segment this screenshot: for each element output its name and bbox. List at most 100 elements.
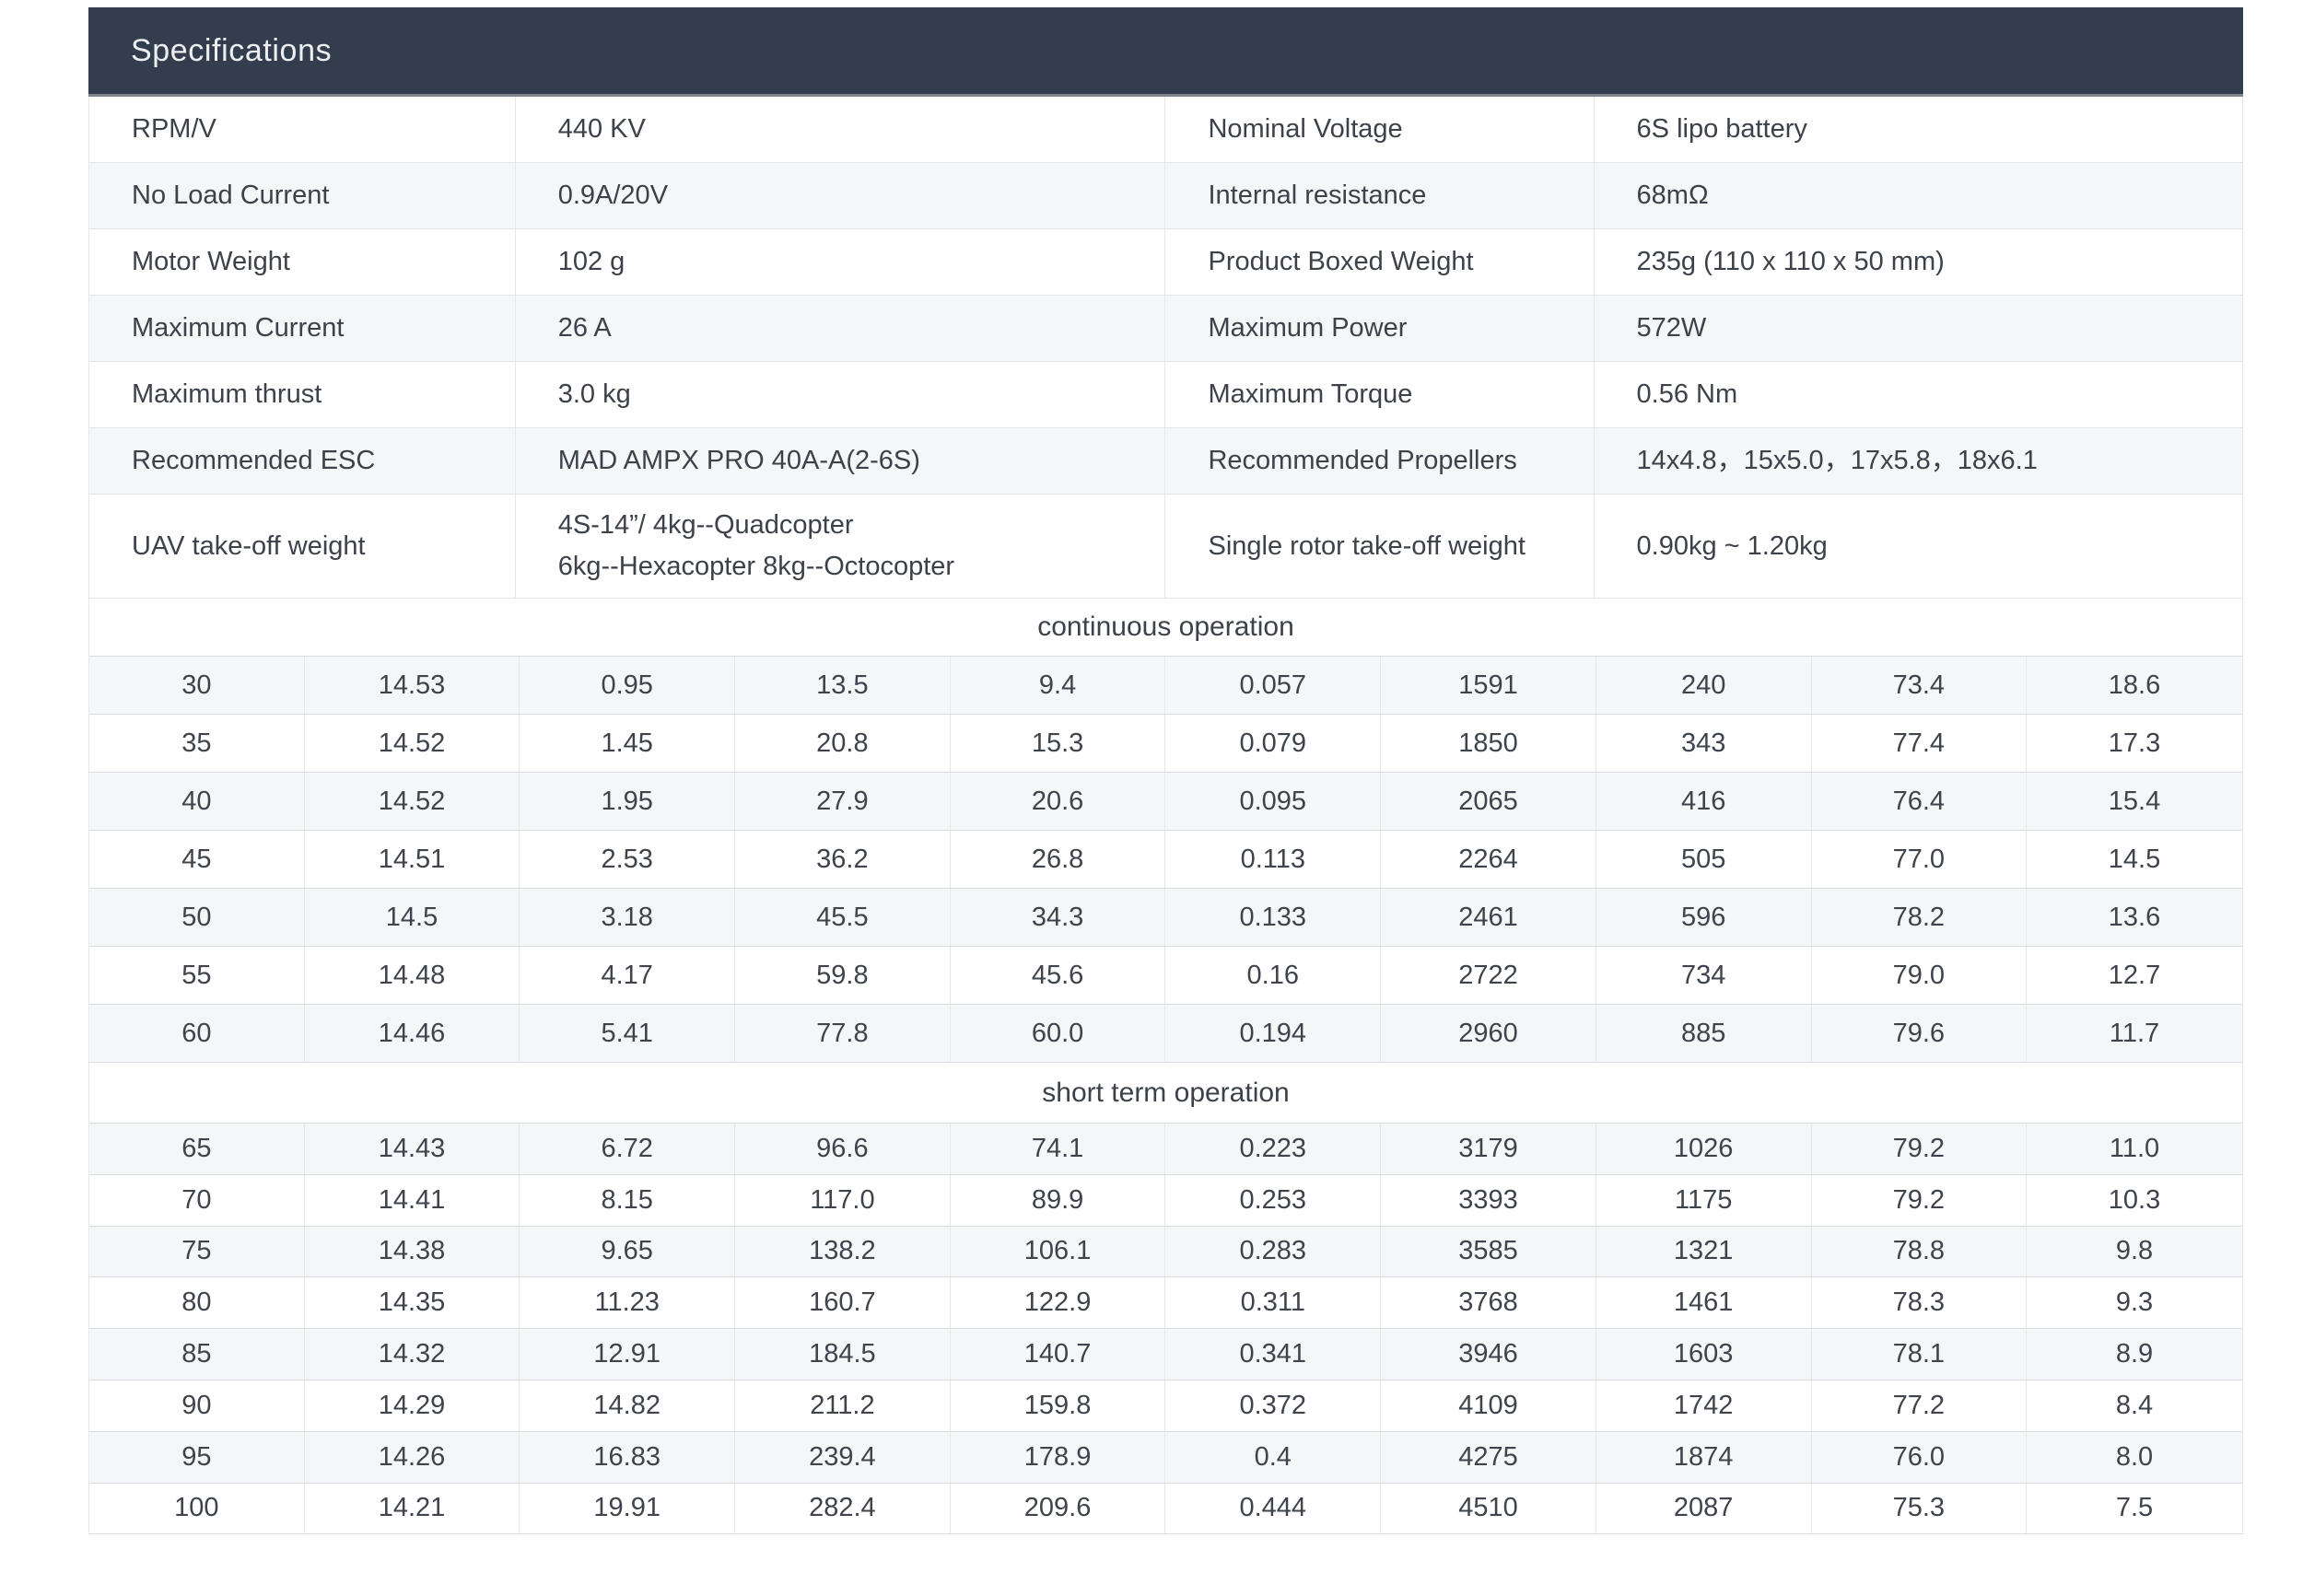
specifications-header-bar: Specifications xyxy=(88,7,2243,97)
table-cell: 77.4 xyxy=(1812,715,2028,772)
table-cell: 60 xyxy=(89,1005,305,1062)
table-cell: 7.5 xyxy=(2115,1493,2154,1523)
section-title-label: continuous operation xyxy=(1037,612,1294,642)
table-cell: 36.2 xyxy=(735,831,951,888)
spec-label: Nominal Voltage xyxy=(1165,97,1595,162)
table-cell: 117.0 xyxy=(735,1174,951,1226)
table-cell: 9.65 xyxy=(520,1226,736,1277)
spec-value: 0.9A/20V xyxy=(516,163,1166,228)
table-cell: 343 xyxy=(1596,715,1812,772)
table-cell: 26.8 xyxy=(951,831,1166,888)
table-cell: 140.7 xyxy=(951,1329,1166,1380)
table-cell: 14.38 xyxy=(305,1226,520,1277)
spec-value: 235g (110 x 110 x 50 mm) xyxy=(1636,247,1945,277)
table-cell: 0.444 xyxy=(1165,1483,1382,1534)
table-cell: 60.0 xyxy=(951,1005,1166,1062)
table-cell: 9.8 xyxy=(2115,1236,2154,1266)
spec-label: Single rotor take-off weight xyxy=(1165,495,1595,598)
table-cell: 14.5 xyxy=(305,889,520,946)
table-cell: 0.095 xyxy=(1165,773,1382,830)
table-cell: 9.4 xyxy=(951,657,1166,714)
table-row: 85 14.32 12.91 184.5 140.7 0.341 3946 1603 78.1 8… xyxy=(89,1329,2242,1380)
table-cell: 90 xyxy=(89,1380,305,1431)
table-cell: 178.9 xyxy=(951,1431,1166,1483)
section-title-label: short term operation xyxy=(1042,1077,1290,1108)
spec-value: 68mΩ xyxy=(1636,181,1709,211)
table-cell: 416 xyxy=(1596,773,1812,830)
table-cell: 78.2 xyxy=(1812,889,2028,946)
table-cell: 8.9 xyxy=(2115,1339,2154,1369)
table-cell: 20.8 xyxy=(735,715,951,772)
table-cell: 80 xyxy=(89,1277,305,1329)
table-cell: 159.8 xyxy=(951,1380,1166,1431)
table-cell: 885 xyxy=(1596,1005,1812,1062)
table-cell: 122.9 xyxy=(951,1277,1166,1329)
table-cell: 77.8 xyxy=(735,1005,951,1062)
table-cell: 14.82 xyxy=(520,1380,736,1431)
table-row: 65 14.43 6.72 96.6 74.1 0.223 3179 1026 79.2 11.0 xyxy=(89,1124,2242,1175)
table-cell: 14.43 xyxy=(305,1124,520,1174)
table-cell: 1.45 xyxy=(520,715,736,772)
spec-value: 4S-14”/ 4kg--Quadcopter 6kg--Hexacopter … xyxy=(516,495,1166,598)
table-cell: 0.113 xyxy=(1165,831,1382,888)
spec-row: RPM/V 440 KV Nominal Voltage 6S lipo batter… xyxy=(89,97,2242,163)
table-cell: 0.253 xyxy=(1165,1174,1382,1226)
table-cell: 8.4 xyxy=(2115,1390,2154,1420)
table-cell: 15.4 xyxy=(2108,786,2161,816)
table-cell: 95 xyxy=(89,1431,305,1483)
table-cell: 11.0 xyxy=(2109,1133,2160,1163)
table-cell: 12.7 xyxy=(2108,960,2161,990)
table-cell: 14.48 xyxy=(305,947,520,1004)
table-cell: 2.53 xyxy=(520,831,736,888)
table-row: 60 14.46 5.41 77.8 60.0 0.194 2960 885 79.6 11.7 xyxy=(89,1005,2242,1063)
table-cell: 15.3 xyxy=(951,715,1166,772)
table-cell: 1.95 xyxy=(520,773,736,830)
table-cell: 3768 xyxy=(1381,1277,1596,1329)
spec-label: Maximum Power xyxy=(1165,296,1595,361)
spec-value: 6S lipo battery xyxy=(1636,114,1807,145)
table-cell: 1026 xyxy=(1596,1124,1812,1174)
table-cell: 65 xyxy=(89,1124,305,1174)
table-cell: 78.1 xyxy=(1812,1329,2028,1380)
table-cell: 160.7 xyxy=(735,1277,951,1329)
table-row: 50 14.5 3.18 45.5 34.3 0.133 2461 596 78.2 13.6 xyxy=(89,889,2242,947)
table-cell: 77.2 xyxy=(1812,1380,2028,1431)
table-cell: 17.3 xyxy=(2108,728,2161,758)
spec-value: 572W xyxy=(1636,313,1707,344)
table-cell: 240 xyxy=(1596,657,1812,714)
table-cell: 14.5 xyxy=(2108,844,2161,874)
table-cell: 3393 xyxy=(1381,1174,1596,1226)
table-cell: 14.52 xyxy=(305,715,520,772)
table-cell: 18.6 xyxy=(2108,670,2161,700)
table-row: 100 14.21 19.91 282.4 209.6 0.444 4510 2087 75.3… xyxy=(89,1483,2242,1535)
table-cell: 209.6 xyxy=(951,1483,1166,1534)
table-cell: 79.6 xyxy=(1812,1005,2028,1062)
table-row: 55 14.48 4.17 59.8 45.6 0.16 2722 734 79.0 12.7 xyxy=(89,947,2242,1005)
table-cell: 10.3 xyxy=(2108,1184,2161,1215)
spec-label: UAV take-off weight xyxy=(89,495,516,598)
table-cell: 1175 xyxy=(1596,1174,1812,1226)
page-title: Specifications xyxy=(131,32,333,68)
table-cell: 35 xyxy=(89,715,305,772)
table-row: 75 14.38 9.65 138.2 106.1 0.283 3585 1321 78.8 9.… xyxy=(89,1226,2242,1278)
table-cell: 78.8 xyxy=(1812,1226,2028,1277)
table-cell: 1742 xyxy=(1596,1380,1812,1431)
spec-label: Product Boxed Weight xyxy=(1165,229,1595,295)
table-row: 45 14.51 2.53 36.2 26.8 0.113 2264 505 77.0 14.5 xyxy=(89,831,2242,889)
table-cell: 11.23 xyxy=(520,1277,736,1329)
table-cell: 14.53 xyxy=(305,657,520,714)
table-row: 35 14.52 1.45 20.8 15.3 0.079 1850 343 77.4 17.3 xyxy=(89,715,2242,773)
performance-table: continuous operation 30 14.53 0.95 13.5 9.4 0.… xyxy=(89,599,2242,1535)
table-row: 30 14.53 0.95 13.5 9.4 0.057 1591 240 73.4 18.6 xyxy=(89,657,2242,715)
spec-label: No Load Current xyxy=(89,163,516,228)
table-cell: 1591 xyxy=(1381,657,1596,714)
table-cell: 0.16 xyxy=(1165,947,1382,1004)
table-cell: 6.72 xyxy=(520,1124,736,1174)
table-cell: 30 xyxy=(89,657,305,714)
table-cell: 2065 xyxy=(1381,773,1596,830)
table-cell: 2960 xyxy=(1381,1005,1596,1062)
table-cell: 19.91 xyxy=(520,1483,736,1534)
table-cell: 14.52 xyxy=(305,773,520,830)
table-cell: 211.2 xyxy=(735,1380,951,1431)
spec-value: MAD AMPX PRO 40A-A(2-6S) xyxy=(516,428,1166,494)
